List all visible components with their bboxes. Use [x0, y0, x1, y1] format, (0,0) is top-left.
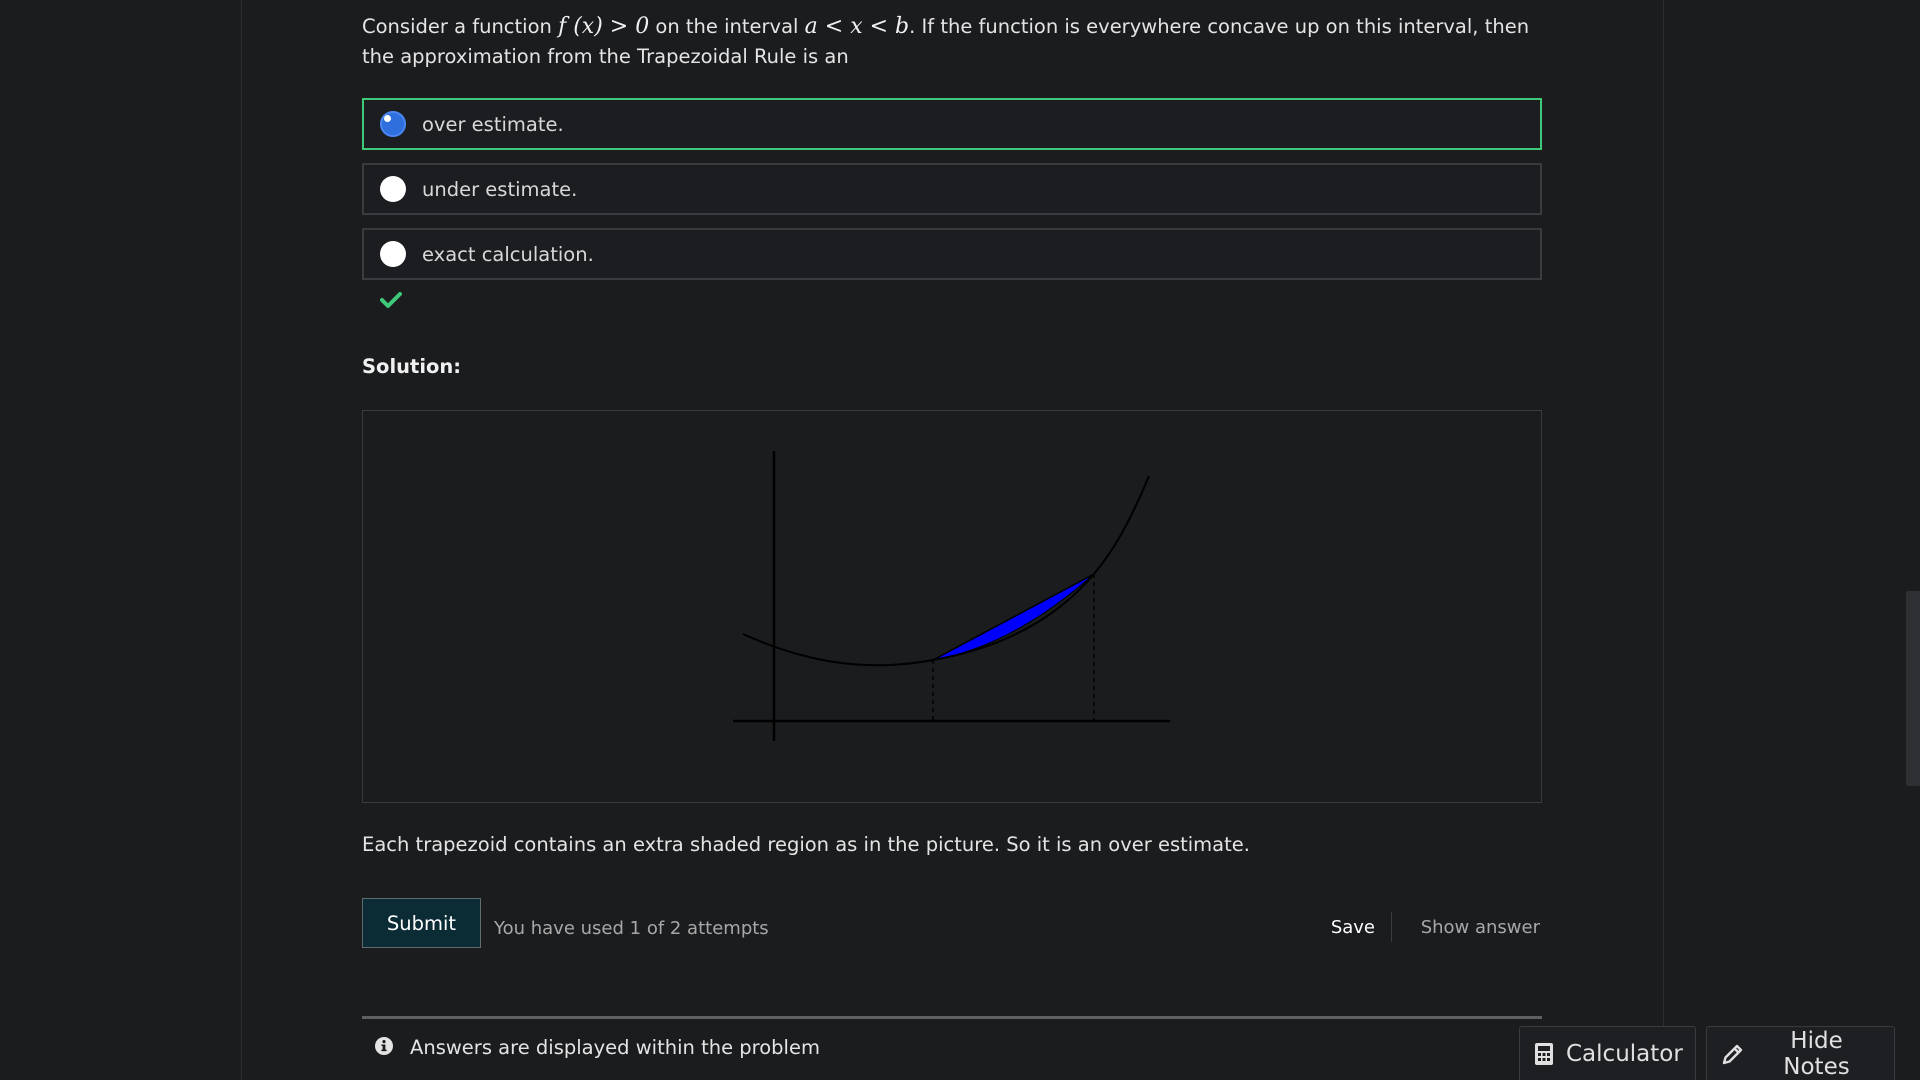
question-text-after: . If the function is everywhere concave … — [362, 15, 1530, 68]
pencil-icon — [1721, 1042, 1745, 1066]
solution-figure — [362, 410, 1542, 803]
choice-label: over estimate. — [422, 112, 564, 136]
math-function-condition: f (x) > 0 — [558, 14, 650, 39]
question-text: Consider a function f (x) > 0 on the int… — [362, 12, 1542, 72]
trapezoid-diagram — [733, 451, 1170, 741]
hide-notes-label: Hide Notes — [1783, 1027, 1850, 1080]
choice-group: over estimate. under estimate. exact cal… — [362, 98, 1542, 280]
answers-notice: Answers are displayed within the problem — [362, 1016, 1542, 1080]
save-button[interactable]: Save — [1331, 912, 1392, 942]
hide-notes-button[interactable]: Hide Notes — [1706, 1026, 1895, 1080]
choice-label: exact calculation. — [422, 242, 594, 266]
radio-under-estimate[interactable] — [380, 176, 406, 202]
question-text-middle: on the interval — [649, 15, 805, 38]
solution-explanation: Each trapezoid contains an extra shaded … — [362, 833, 1250, 856]
calculator-label: Calculator — [1566, 1040, 1683, 1067]
calculator-button[interactable]: Calculator — [1519, 1026, 1696, 1080]
solution-title: Solution: — [362, 355, 462, 378]
notice-text: Answers are displayed within the problem — [410, 1036, 820, 1059]
choice-under-estimate[interactable]: under estimate. — [362, 163, 1542, 215]
radio-exact-calculation[interactable] — [380, 241, 406, 267]
action-bar: Submit You have used 1 of 2 attempts Sav… — [362, 898, 1542, 950]
function-curve — [742, 475, 1150, 667]
problem-container: Consider a function f (x) > 0 on the int… — [362, 12, 1542, 950]
choice-exact-calculation[interactable]: exact calculation. — [362, 228, 1542, 280]
content-column — [241, 0, 1664, 1080]
calculator-icon — [1534, 1042, 1554, 1066]
choice-over-estimate[interactable]: over estimate. — [362, 98, 1542, 150]
scrollbar-thumb[interactable] — [1906, 591, 1920, 786]
radio-over-estimate[interactable] — [380, 111, 406, 137]
question-text-before: Consider a function — [362, 15, 559, 38]
status-row — [362, 291, 1542, 327]
trapezoid-chord — [932, 573, 1095, 661]
submit-button[interactable]: Submit — [362, 898, 481, 948]
info-icon — [374, 1036, 394, 1060]
math-interval: a < x < b — [804, 14, 910, 39]
checkmark-icon — [380, 291, 402, 313]
attempts-text: You have used 1 of 2 attempts — [494, 918, 769, 939]
show-answer-button[interactable]: Show answer — [1421, 912, 1540, 942]
choice-label: under estimate. — [422, 177, 578, 201]
